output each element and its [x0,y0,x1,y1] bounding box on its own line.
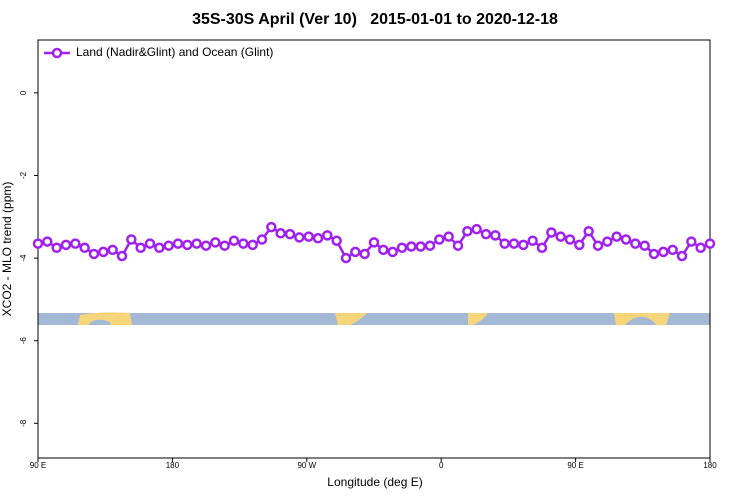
data-point [630,238,641,249]
data-point [60,239,72,251]
data-point [592,240,604,251]
x-tick-label: 180 [166,461,180,470]
data-point [527,235,538,246]
data-point [182,239,193,251]
data-point [424,240,436,251]
data-point [471,223,482,235]
data-point [555,231,566,242]
data-point [462,225,473,237]
data-point [443,231,454,242]
data-point [340,252,352,264]
y-tick-label: -4 [19,254,28,262]
data-point [415,241,426,252]
y-tick-label: -8 [19,419,28,427]
data-point [350,246,361,258]
y-tick-label: -2 [19,171,28,179]
data-point [294,232,305,243]
data-point [667,244,678,256]
data-point [116,250,128,262]
x-tick-label: 180 [703,461,717,470]
data-point [695,242,706,254]
data-point [574,239,585,251]
plot-frame [37,39,711,459]
map-strip [38,312,710,325]
data-point [378,244,389,256]
data-point [406,241,417,252]
data-point [247,239,258,251]
data-point [639,240,650,251]
data-point [79,242,90,254]
data-point [490,230,501,241]
data-point [387,246,398,258]
data-point [303,231,314,242]
legend-label: Land (Nadir&Glint) and Ocean (Glint) [76,45,273,59]
data-point [266,221,277,233]
data-point [648,248,660,260]
data-point [200,240,212,251]
x-tick-label: 90 W [297,461,316,470]
data-point [172,238,184,249]
data-point [676,250,688,262]
data-point [368,237,380,248]
data-point [583,225,594,237]
data-point [546,227,557,238]
data-point [480,228,492,240]
data-point [70,238,81,249]
data-point [154,242,165,254]
data-point [322,230,333,241]
data-point [256,234,268,245]
data-point [312,233,324,244]
data-point [98,246,109,258]
data-point [704,238,716,249]
data-point [238,238,249,249]
data-point [42,236,53,247]
data-point [228,235,240,246]
data-point [396,242,408,254]
data-point [219,240,230,251]
data-point [107,244,118,256]
data-point [452,240,464,251]
data-point [499,238,510,249]
data-point [434,234,445,245]
data-point [536,242,548,254]
data-point [210,237,221,248]
data-point [144,238,156,249]
data-point [331,235,342,246]
data-point [564,234,576,245]
data-point [126,234,137,245]
x-tick-label: 90 E [30,461,46,470]
data-point [191,238,202,249]
y-axis-label: XCO2 - MLO trend (ppm) [0,182,14,317]
data-point [518,239,529,251]
data-point [163,240,174,251]
data-point [88,248,100,260]
data-point [658,246,669,258]
data-point [275,228,286,239]
x-tick-label: 90 E [567,461,583,470]
data-point [284,228,296,240]
data-point [508,238,520,249]
y-tick-label: 0 [19,90,28,95]
data-point [686,236,697,247]
data-point [359,248,370,260]
y-tick-label: -6 [19,337,28,345]
x-tick-label: 0 [439,461,444,470]
data-point [51,242,62,254]
legend-marker [51,47,63,59]
data-point [602,236,613,247]
data-point [32,238,44,249]
x-axis-label: Longitude (deg E) [327,475,422,489]
data-point [135,242,146,254]
data-point [611,231,622,242]
chart-title: 35S-30S April (Ver 10) 2015-01-01 to 202… [192,11,558,28]
data-point [620,234,632,245]
